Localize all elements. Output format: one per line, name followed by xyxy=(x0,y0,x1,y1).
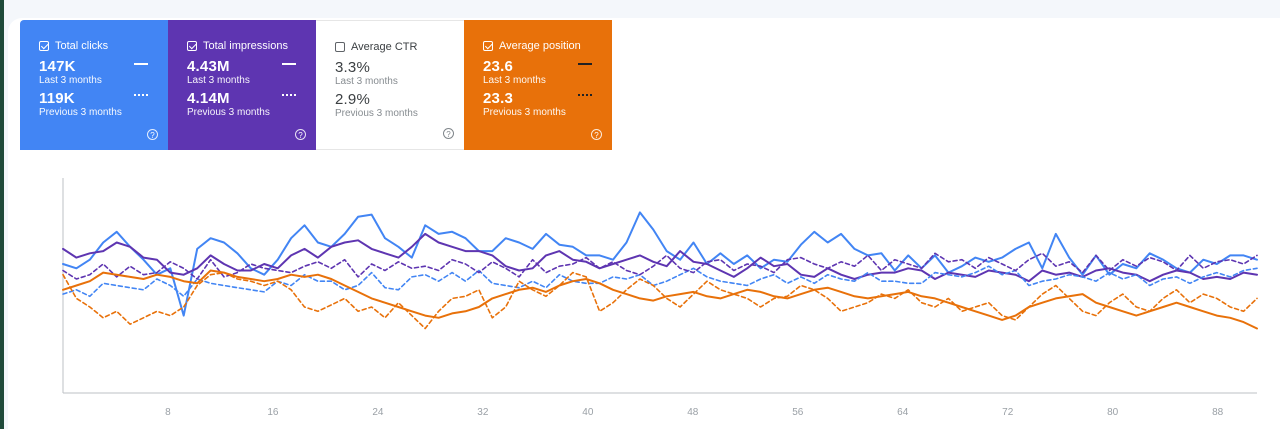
current-value: 23.6 xyxy=(483,58,513,75)
series-line-clicks_last[interactable] xyxy=(62,211,1258,317)
card-title: Total impressions xyxy=(203,40,288,52)
help-icon[interactable]: ? xyxy=(147,129,158,140)
card-average-ctr[interactable]: Average CTR 3.3% Last 3 months 2.9% Prev… xyxy=(316,20,464,150)
card-title: Average position xyxy=(499,40,581,52)
card-total-impressions[interactable]: Total impressions 4.43M Last 3 months 4.… xyxy=(168,20,316,150)
previous-label: Previous 3 months xyxy=(187,107,270,118)
card-total-clicks[interactable]: Total clicks 147K Last 3 months 119K Pre… xyxy=(20,20,168,150)
help-icon[interactable]: ? xyxy=(295,129,306,140)
help-icon[interactable]: ? xyxy=(591,129,602,140)
current-label: Last 3 months xyxy=(39,75,102,86)
metric-cards: Total clicks 147K Last 3 months 119K Pre… xyxy=(20,20,612,150)
series-line-position_previous[interactable] xyxy=(62,271,1258,330)
series-line-impressions_last[interactable] xyxy=(62,232,1258,283)
previous-value: 4.14M xyxy=(187,90,230,107)
card-average-position[interactable]: Average position 23.6 Last 3 months 23.3… xyxy=(464,20,612,150)
dotted-line-legend-icon xyxy=(578,94,592,96)
help-icon[interactable]: ? xyxy=(443,128,454,139)
previous-value: 119K xyxy=(39,90,75,107)
current-label: Last 3 months xyxy=(483,75,546,86)
series-line-clicks_previous[interactable] xyxy=(62,265,1258,298)
current-value: 3.3% xyxy=(335,59,370,76)
series-line-impressions_previous[interactable] xyxy=(62,252,1258,280)
x-tick-label: 56 xyxy=(792,407,804,418)
x-tick-label: 88 xyxy=(1212,407,1224,418)
previous-value: 2.9% xyxy=(335,91,370,108)
window-edge xyxy=(0,0,4,429)
previous-label: Previous 3 months xyxy=(483,107,566,118)
current-value: 147K xyxy=(39,58,76,75)
previous-value: 23.3 xyxy=(483,90,513,107)
checkbox-checked-icon[interactable] xyxy=(39,41,49,51)
solid-line-legend-icon xyxy=(282,63,296,65)
solid-line-legend-icon xyxy=(134,63,148,65)
card-title: Average CTR xyxy=(351,41,418,53)
x-tick-label: 64 xyxy=(897,407,909,418)
current-label: Last 3 months xyxy=(335,76,398,87)
x-tick-label: 72 xyxy=(1002,407,1014,418)
previous-label: Previous 3 months xyxy=(39,107,122,118)
dotted-line-legend-icon xyxy=(134,94,148,96)
x-tick-label: 40 xyxy=(582,407,594,418)
x-tick-label: 48 xyxy=(687,407,699,418)
checkbox-unchecked-icon[interactable] xyxy=(335,42,345,52)
x-tick-label: 16 xyxy=(267,407,279,418)
solid-line-legend-icon xyxy=(578,63,592,65)
current-value: 4.43M xyxy=(187,58,230,75)
checkbox-checked-icon[interactable] xyxy=(483,41,493,51)
series-line-position_last[interactable] xyxy=(62,269,1258,330)
x-tick-label: 80 xyxy=(1107,407,1119,418)
previous-label: Previous 3 months xyxy=(335,108,418,119)
dotted-line-legend-icon xyxy=(282,94,296,96)
x-tick-label: 8 xyxy=(165,407,171,418)
x-tick-label: 24 xyxy=(372,407,384,418)
checkbox-checked-icon[interactable] xyxy=(187,41,197,51)
performance-line-chart: 8 16 24 32 40 48 56 64 72 80 88 xyxy=(62,178,1258,418)
card-title: Total clicks xyxy=(55,40,109,52)
x-tick-label: 32 xyxy=(477,407,489,418)
current-label: Last 3 months xyxy=(187,75,250,86)
